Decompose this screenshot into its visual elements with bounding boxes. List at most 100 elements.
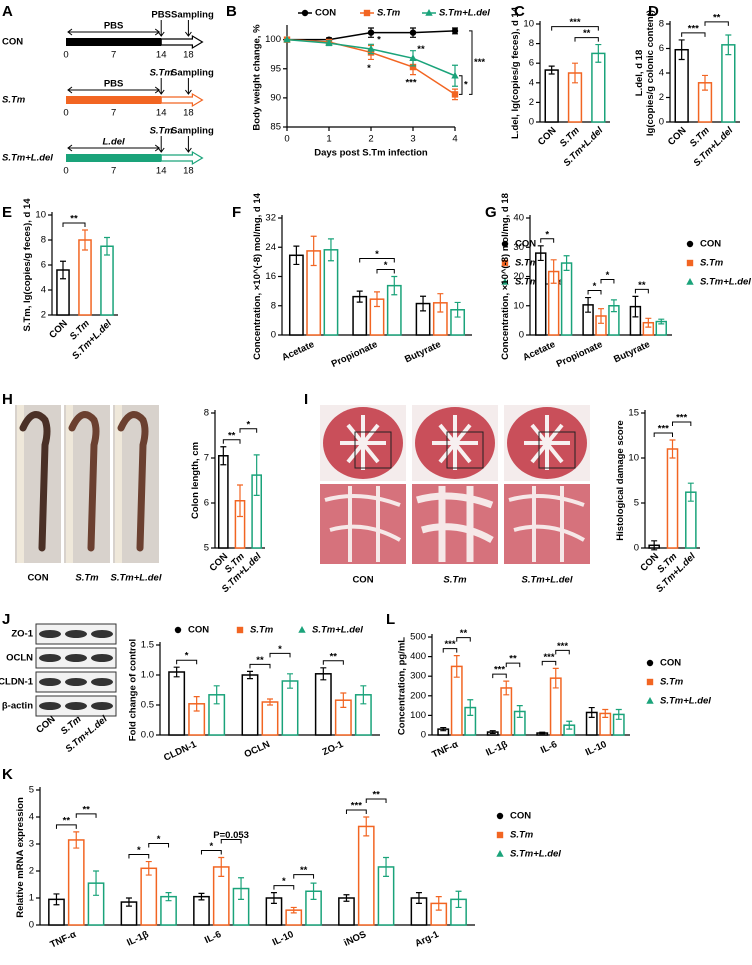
panel-label: L [386,611,395,628]
significance-bracket [704,21,729,26]
day-label: 0 [63,166,68,177]
y-axis-label: L.del, d 18 [634,50,645,96]
significance-bracket [459,75,463,95]
y-tick-label: 0 [529,117,534,128]
y-tick-label: 24 [265,242,276,253]
legend-marker [501,278,509,285]
y-tick-label: 4 [41,285,46,296]
significance-bracket [75,813,97,818]
bar [674,48,689,123]
significance-label: ** [638,280,646,291]
significance-bracket [365,798,387,803]
significance-label: *** [569,17,580,28]
y-tick-label: 6 [659,43,664,54]
significance-bracket [359,258,395,263]
significance-label: ** [509,654,517,665]
panel-label: I [304,391,308,408]
legend-marker [298,626,306,633]
error-bar [320,667,327,681]
significance-label: ** [63,815,71,826]
x-axis-label: Days post S.Tm infection [314,148,428,159]
significance-label: ** [256,655,264,666]
significance-bracket [128,854,150,859]
bar [281,680,299,736]
significance-bracket [222,439,241,444]
significance-bracket [176,659,198,665]
error-bar [702,74,708,91]
bar [666,448,679,549]
error-bar [537,245,544,262]
y-axis-label: Colon length, cm [190,442,201,519]
y-tick-label: 300 [410,671,426,682]
significance-label: *** [557,641,568,652]
significance-bracket [55,824,77,829]
bar [323,249,339,336]
significance-bracket [492,673,507,679]
legend-label: S.Tm+L.del [510,849,561,860]
significance-bracket [239,428,258,433]
y-tick-label: 85 [270,122,281,133]
y-axis-label: lg(copies/g colonic content) [645,10,656,136]
error-bar [595,43,602,63]
error-bar [327,238,334,262]
legend-label: S.Tm+L.del [312,625,363,636]
day-label: 18 [183,108,194,119]
x-tick-label: 0 [284,134,289,145]
significance-label: *** [543,652,554,663]
panel-label: E [2,204,12,221]
significance-bracket [540,238,555,243]
error-bar [615,708,622,720]
y-tick-label: 2 [659,92,664,103]
significance-bracket [541,660,557,666]
significance-label: ** [82,804,90,815]
y-tick-label: 8 [41,235,46,246]
sampling-label: Sampling [171,126,214,137]
significance-bracket [587,290,602,295]
panel-label: F [232,204,241,221]
day-label: 18 [183,166,194,177]
legend-label: CON [510,811,531,822]
error-bar [238,877,245,900]
y-tick-label: 40 [513,213,524,224]
significance-label: *** [444,639,455,650]
y-tick-label: 10 [523,19,534,30]
error-bar [658,318,665,325]
bar [241,674,259,736]
y-axis-label: Concentration, ×10^(-8) mol/mg, d 18 [500,193,511,360]
y-tick-label: 5 [634,498,639,509]
error-bar [53,893,60,906]
significance-label: *** [351,801,362,812]
injection-arrow [157,136,165,153]
day-label: 0 [63,108,68,119]
sampling-arrow [185,78,192,95]
y-tick-label: 8 [204,408,209,419]
y-tick-label: 10 [513,300,524,311]
blot-band [91,702,113,710]
y-tick-label: 16 [265,271,276,282]
error-bar [645,317,652,328]
significance-label: * [210,841,214,852]
error-bar [246,670,253,680]
segment-label: L.del [103,137,126,148]
legend-label: CON [515,239,536,250]
significance-bracket [249,663,271,669]
error-bar [453,655,460,678]
colon [19,411,51,552]
x-tick-label: 1 [326,134,331,145]
crypts [324,486,401,562]
significance-label: * [593,281,597,292]
blot-band [39,702,61,710]
bar [314,673,332,736]
error-bar [437,293,444,313]
error-bar [310,235,317,267]
x-tick-label: 3 [410,134,415,145]
significance-label: *** [658,424,669,435]
y-tick-label: 6 [204,498,209,509]
y-tick-label: 0 [659,117,664,128]
day-label: 7 [111,108,116,119]
panel-label: D [648,3,659,20]
y-tick-label: 95 [270,63,281,74]
error-bar [213,685,220,705]
error-bar [173,666,180,678]
significance-bracket [653,432,673,437]
